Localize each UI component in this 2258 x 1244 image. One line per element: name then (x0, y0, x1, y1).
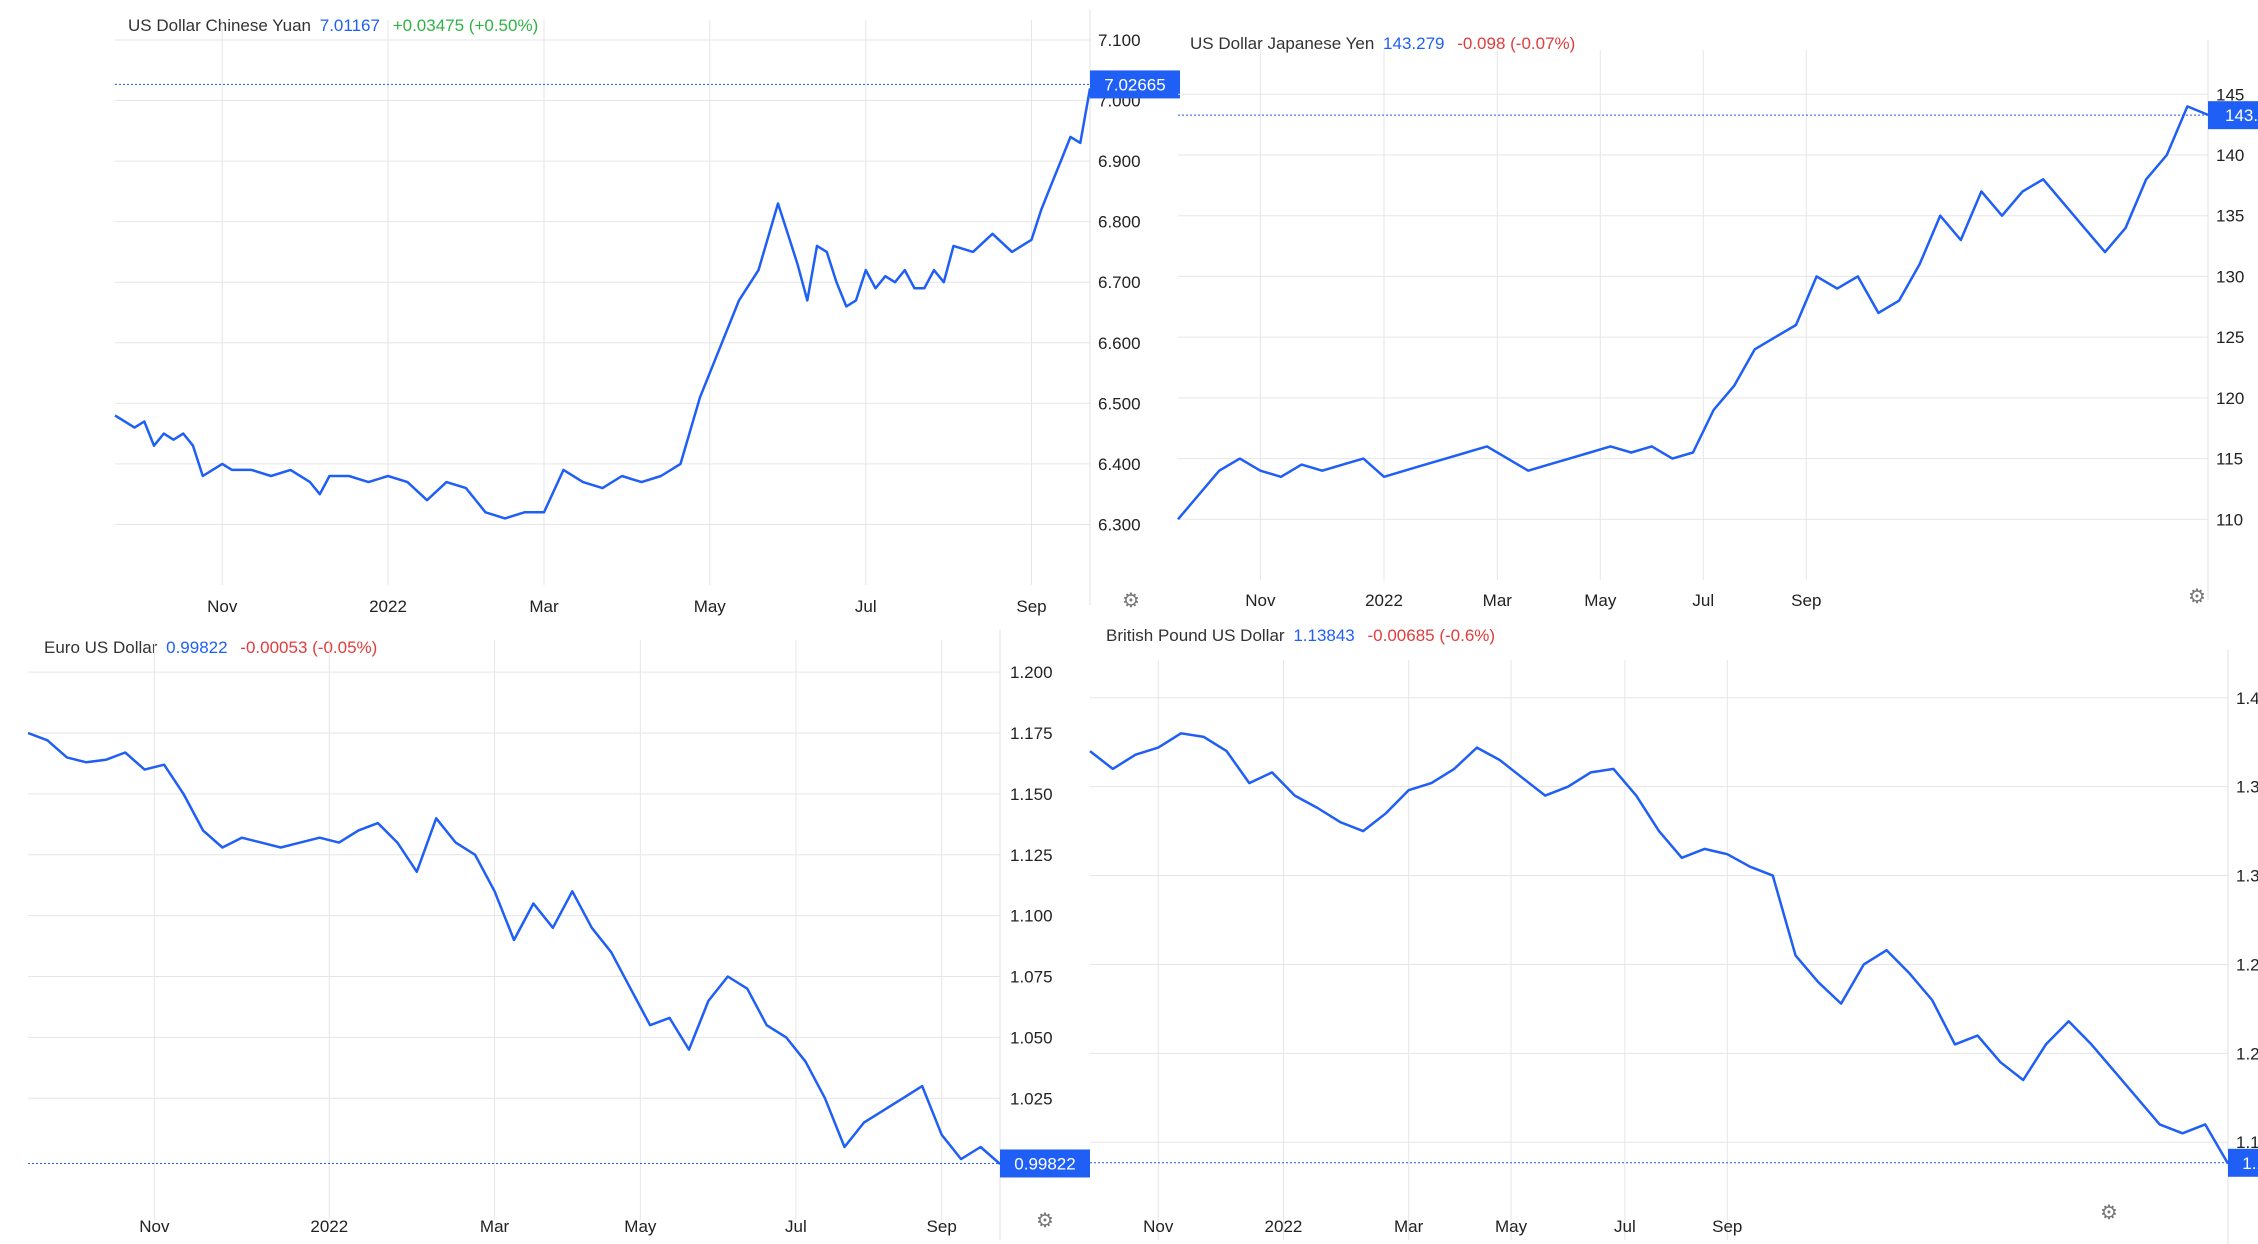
y-tick-label: 140 (2216, 146, 2244, 165)
last-value: 1.13843 (1293, 626, 1355, 645)
y-tick-label: 7.100 (1098, 31, 1141, 50)
x-tick-label: Jul (1614, 1217, 1636, 1236)
change-value: -0.00685 (-0.6%) (1367, 626, 1496, 645)
x-tick-label: Jul (855, 597, 877, 616)
price-tag (1000, 1149, 1090, 1178)
price-tag-label: 7.02665 (1104, 75, 1165, 94)
price-tag (1090, 70, 1180, 99)
chart-header: British Pound US Dollar 1.13843 -0.00685… (1106, 626, 1495, 646)
settings-gear-icon[interactable]: ⚙ (2188, 586, 2206, 608)
y-tick-label: 120 (2216, 389, 2244, 408)
y-tick-label: 1.125 (1010, 846, 1053, 865)
y-tick-label: 1.150 (1010, 785, 1053, 804)
settings-gear-icon[interactable]: ⚙ (2100, 1202, 2118, 1224)
x-tick-label: Sep (1712, 1217, 1742, 1236)
chart-header: Euro US Dollar 0.99822 -0.00053 (-0.05%) (44, 638, 377, 658)
x-tick-label: 2022 (1365, 591, 1403, 610)
x-tick-label: Nov (207, 597, 238, 616)
y-tick-label: 135 (2216, 207, 2244, 226)
price-tag (2228, 1148, 2258, 1177)
x-tick-label: May (1495, 1217, 1528, 1236)
price-tag-label: 0.99822 (1014, 1154, 1075, 1173)
x-tick-label: May (1584, 591, 1617, 610)
y-tick-label: 6.500 (1098, 394, 1141, 413)
x-tick-label: May (694, 597, 727, 616)
x-tick-label: 2022 (310, 1217, 348, 1236)
x-tick-label: 2022 (369, 597, 407, 616)
chart-panel-usd-jpy: US Dollar Japanese Yen 143.279 -0.098 (-… (1130, 0, 2258, 620)
settings-gear-icon[interactable]: ⚙ (1036, 1210, 1054, 1232)
y-tick-label: 6.800 (1098, 213, 1141, 232)
y-tick-label: 1.350 (2236, 778, 2258, 797)
price-tag-label: 1.13843 (2242, 1154, 2258, 1173)
y-tick-label: 1.050 (1010, 1028, 1053, 1047)
change-value: -0.00053 (-0.05%) (240, 638, 378, 657)
y-tick-label: 115 (2216, 450, 2243, 469)
series-line (1089, 732, 2230, 1165)
x-tick-label: Mar (1483, 591, 1513, 610)
x-tick-label: Jul (1692, 591, 1714, 610)
chart-panel-usd-cny: US Dollar Chinese Yuan 7.01167 +0.03475 … (0, 0, 1180, 620)
gbp-usd-chart[interactable]: 1.150 1.200 1.250 1.300 1.350 1.400 Nov 2022 Mar… (1089, 620, 2258, 1244)
last-value: 0.99822 (166, 638, 228, 657)
last-value: 143.279 (1383, 34, 1445, 53)
x-tick-label: Jul (785, 1217, 807, 1236)
price-tag (2208, 101, 2258, 130)
chart-header: US Dollar Japanese Yen 143.279 -0.098 (-… (1190, 34, 1575, 54)
y-tick-label: 1.200 (2236, 1044, 2258, 1063)
x-tick-label: Nov (1245, 591, 1276, 610)
x-tick-label: Nov (1143, 1217, 1174, 1236)
y-tick-label: 1.150 (2236, 1133, 2258, 1152)
chart-panel-eur-usd: Euro US Dollar 0.99822 -0.00053 (-0.05%)… (0, 620, 1090, 1244)
series-line (1177, 105, 2209, 521)
y-tick-label: 6.600 (1098, 334, 1141, 353)
x-tick-label: 2022 (1265, 1217, 1303, 1236)
chart-title: US Dollar Chinese Yuan (128, 16, 312, 35)
x-tick-label: Nov (139, 1217, 170, 1236)
usd-jpy-chart[interactable]: 110 115 120 125 130 135 140 145 Nov 2022 Mar May Jul… (1130, 0, 2258, 620)
y-tick-label: 110 (2216, 510, 2243, 529)
y-tick-label: 1.075 (1010, 968, 1053, 987)
change-value: -0.098 (-0.07%) (1457, 34, 1576, 53)
y-tick-label: 6.400 (1098, 455, 1141, 474)
chart-panel-gbp-usd: British Pound US Dollar 1.13843 -0.00685… (1089, 620, 2258, 1244)
x-tick-label: May (624, 1217, 657, 1236)
chart-header: US Dollar Chinese Yuan 7.01167 +0.03475 … (128, 16, 538, 36)
usd-cny-chart[interactable]: 6.3006.4006.5006.6006.7006.8006.9007.000… (0, 0, 1180, 620)
y-tick-label: 1.200 (1010, 663, 1053, 682)
x-tick-label: Sep (1791, 591, 1821, 610)
x-tick-label: Mar (480, 1217, 510, 1236)
eur-usd-chart[interactable]: 1.025 1.050 1.075 1.100 1.125 1.150 1.175 1.200… (0, 620, 1090, 1244)
y-tick-label: 6.700 (1098, 273, 1141, 292)
y-tick-label: 145 (2216, 85, 2244, 104)
x-tick-label: Mar (1394, 1217, 1424, 1236)
chart-title: US Dollar Japanese Yen (1190, 34, 1375, 53)
last-value: 7.01167 (319, 16, 380, 35)
y-tick-label: 1.100 (1010, 907, 1053, 926)
y-tick-label: 1.400 (2236, 689, 2258, 708)
y-tick-label: 1.250 (2236, 955, 2258, 974)
chart-title: British Pound US Dollar (1106, 626, 1285, 645)
y-tick-label: 130 (2216, 267, 2244, 286)
x-tick-label: Sep (927, 1217, 957, 1236)
chart-title: Euro US Dollar (44, 638, 158, 657)
y-tick-label: 6.300 (1098, 515, 1141, 534)
y-tick-label: 6.900 (1098, 152, 1141, 171)
series-line (114, 88, 1092, 520)
y-tick-label: 1.175 (1010, 724, 1053, 743)
settings-gear-icon[interactable]: ⚙ (1122, 590, 1140, 612)
price-tag-label: 143.28 (2225, 106, 2258, 125)
x-tick-label: Sep (1016, 597, 1046, 616)
series-line (27, 731, 1001, 1165)
y-tick-label: 1.025 (1010, 1089, 1053, 1108)
y-tick-label: 125 (2216, 328, 2244, 347)
change-value: +0.03475 (+0.50%) (392, 16, 539, 35)
x-tick-label: Mar (529, 597, 559, 616)
y-tick-label: 1.300 (2236, 867, 2258, 886)
